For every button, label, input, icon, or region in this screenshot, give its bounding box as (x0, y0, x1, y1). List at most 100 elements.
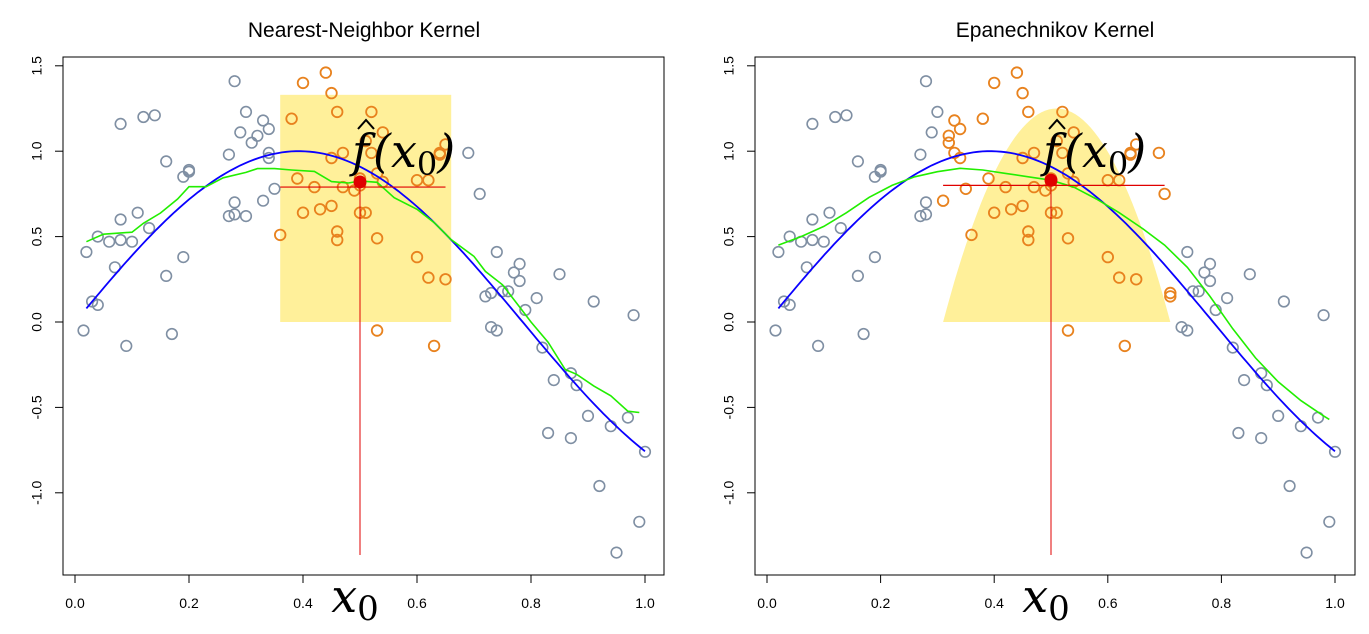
point-outside-window (222, 210, 235, 223)
point-in-window (422, 173, 435, 187)
point-in-window (1027, 146, 1041, 160)
y-tick-label: 0.5 (29, 227, 45, 247)
point-in-window (1118, 339, 1132, 353)
point-in-window (433, 148, 447, 161)
x-tick-label: 0.4 (984, 595, 1004, 611)
point-outside-window (228, 75, 241, 88)
true-function-curve (85, 150, 646, 452)
point-outside-window (604, 420, 617, 433)
kernel-fit-curve (86, 167, 640, 414)
y-tick-label: 1.5 (29, 56, 45, 76)
point-in-window (959, 182, 973, 196)
fhat-hat (1048, 118, 1066, 130)
point-outside-window (851, 155, 865, 168)
point-outside-window (228, 196, 241, 209)
point-outside-window (919, 208, 933, 221)
point-outside-window (553, 268, 566, 281)
x-tick-label: 0.6 (407, 595, 427, 611)
point-in-window (1050, 134, 1063, 148)
y-tick-label: -0.5 (29, 395, 45, 419)
point-outside-window (137, 110, 150, 124)
point-outside-window (914, 148, 927, 161)
point-in-window (376, 126, 390, 139)
y-tick-label: -0.5 (721, 395, 737, 419)
point-outside-window (593, 479, 606, 493)
y-tick-label: 0.0 (721, 312, 737, 332)
fhat-point (353, 175, 367, 189)
x-tick-label: 0.8 (521, 595, 541, 611)
point-in-window (965, 228, 978, 242)
point-in-window (422, 271, 435, 284)
nearest-neighbor-panel: 0.0 0.2 0.4 0.6 0.8 1.0 -1.0 -0.5 0.0 0.5 1.0 1.5 f(… (29, 19, 665, 629)
point-outside-window (257, 194, 270, 207)
y-tick-label: 1.0 (29, 141, 45, 161)
point-in-window (999, 180, 1012, 194)
point-in-window (274, 228, 287, 242)
point-in-window (1067, 126, 1080, 139)
kernel-window (943, 108, 1171, 322)
point-in-window (410, 250, 424, 264)
point-outside-window (1277, 295, 1290, 308)
fhat-label: f(x0) (1040, 124, 1146, 183)
point-outside-window (125, 235, 139, 248)
y-tick-label: -1.0 (29, 481, 45, 505)
point-in-window (285, 112, 298, 125)
point-in-window (1022, 225, 1035, 238)
point-outside-window (91, 298, 104, 312)
point-outside-window (811, 339, 825, 353)
point-in-window (1056, 146, 1069, 160)
point-outside-window (507, 266, 521, 279)
point-outside-window (536, 341, 549, 354)
point-outside-window (1294, 420, 1307, 433)
point-outside-window (806, 213, 819, 226)
point-outside-window (268, 182, 281, 195)
point-outside-window (919, 196, 933, 209)
point-outside-window (239, 210, 253, 223)
point-outside-window (1203, 257, 1217, 271)
fhat-label: f(x0) (349, 124, 455, 183)
point-in-window (936, 194, 950, 207)
point-in-window (942, 129, 956, 143)
point-outside-window (1328, 445, 1342, 458)
point-outside-window (502, 285, 515, 298)
point-in-window (1158, 187, 1171, 201)
point-in-window (1112, 271, 1126, 284)
point-outside-window (530, 292, 543, 305)
point-outside-window (868, 251, 882, 264)
point-outside-window (1232, 426, 1245, 440)
point-outside-window (182, 163, 196, 177)
point-in-window (1022, 233, 1035, 247)
point-outside-window (160, 269, 173, 283)
x-tick-label: 0.4 (293, 595, 313, 611)
y-tick-label: 1.5 (721, 56, 737, 76)
point-outside-window (633, 515, 646, 528)
point-outside-window (262, 122, 275, 136)
point-outside-window (177, 251, 190, 264)
point-in-window (1124, 148, 1137, 161)
epanechnikov-panel: 0.0 0.2 0.4 0.6 0.8 1.0 -1.0 -0.5 0.0 0.5 1.0 1.5 f(… (721, 19, 1356, 629)
point-outside-window (919, 75, 933, 88)
point-outside-window (587, 295, 600, 308)
point-in-window (1016, 199, 1029, 213)
plot-frame (754, 56, 1356, 576)
point-outside-window (80, 245, 93, 259)
point-in-window (439, 138, 452, 151)
plot-frame (62, 56, 665, 576)
x-tick-label: 0.2 (179, 595, 199, 611)
point-outside-window (564, 432, 578, 445)
point-in-window (1010, 66, 1024, 79)
point-outside-window (513, 257, 526, 271)
point-outside-window (857, 327, 870, 341)
point-outside-window (513, 274, 526, 288)
point-in-window (1061, 324, 1075, 337)
point-outside-window (108, 261, 121, 274)
point-outside-window (245, 136, 258, 149)
point-outside-window (120, 339, 133, 353)
x-tick-label: 0.8 (1212, 595, 1232, 611)
point-outside-window (1260, 379, 1273, 392)
point-in-window (948, 114, 961, 127)
point-outside-window (1272, 409, 1285, 423)
point-outside-window (77, 324, 90, 337)
point-outside-window (874, 163, 887, 177)
fhat-hat (357, 118, 375, 130)
